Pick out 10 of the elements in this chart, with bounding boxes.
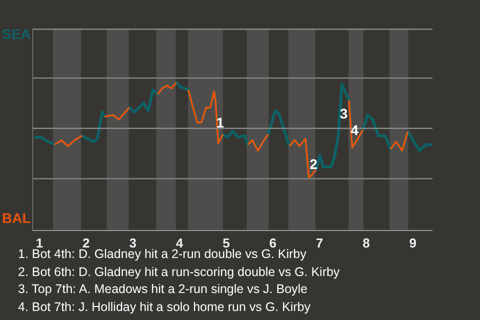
text: 4. Bot 7th: J. Holliday hit a solo home run vs G. Kirby bbox=[18, 298, 312, 316]
annotation: 2 bbox=[310, 156, 318, 172]
text: 3. Top 7th: A. Meadows hit a 2-run single vs J. Boyle bbox=[18, 281, 309, 298]
annotation: 4 bbox=[350, 122, 359, 138]
x-tick-label: 7 bbox=[316, 236, 324, 250]
x-tick-label: 9 bbox=[409, 236, 417, 250]
text: 2. Bot 6th: D. Gladney hit a run-scoring double vs G. Kirby bbox=[18, 264, 340, 281]
x-tick-label: 8 bbox=[362, 236, 370, 250]
annotation: 3 bbox=[340, 106, 348, 122]
text: BAL bbox=[2, 210, 31, 226]
